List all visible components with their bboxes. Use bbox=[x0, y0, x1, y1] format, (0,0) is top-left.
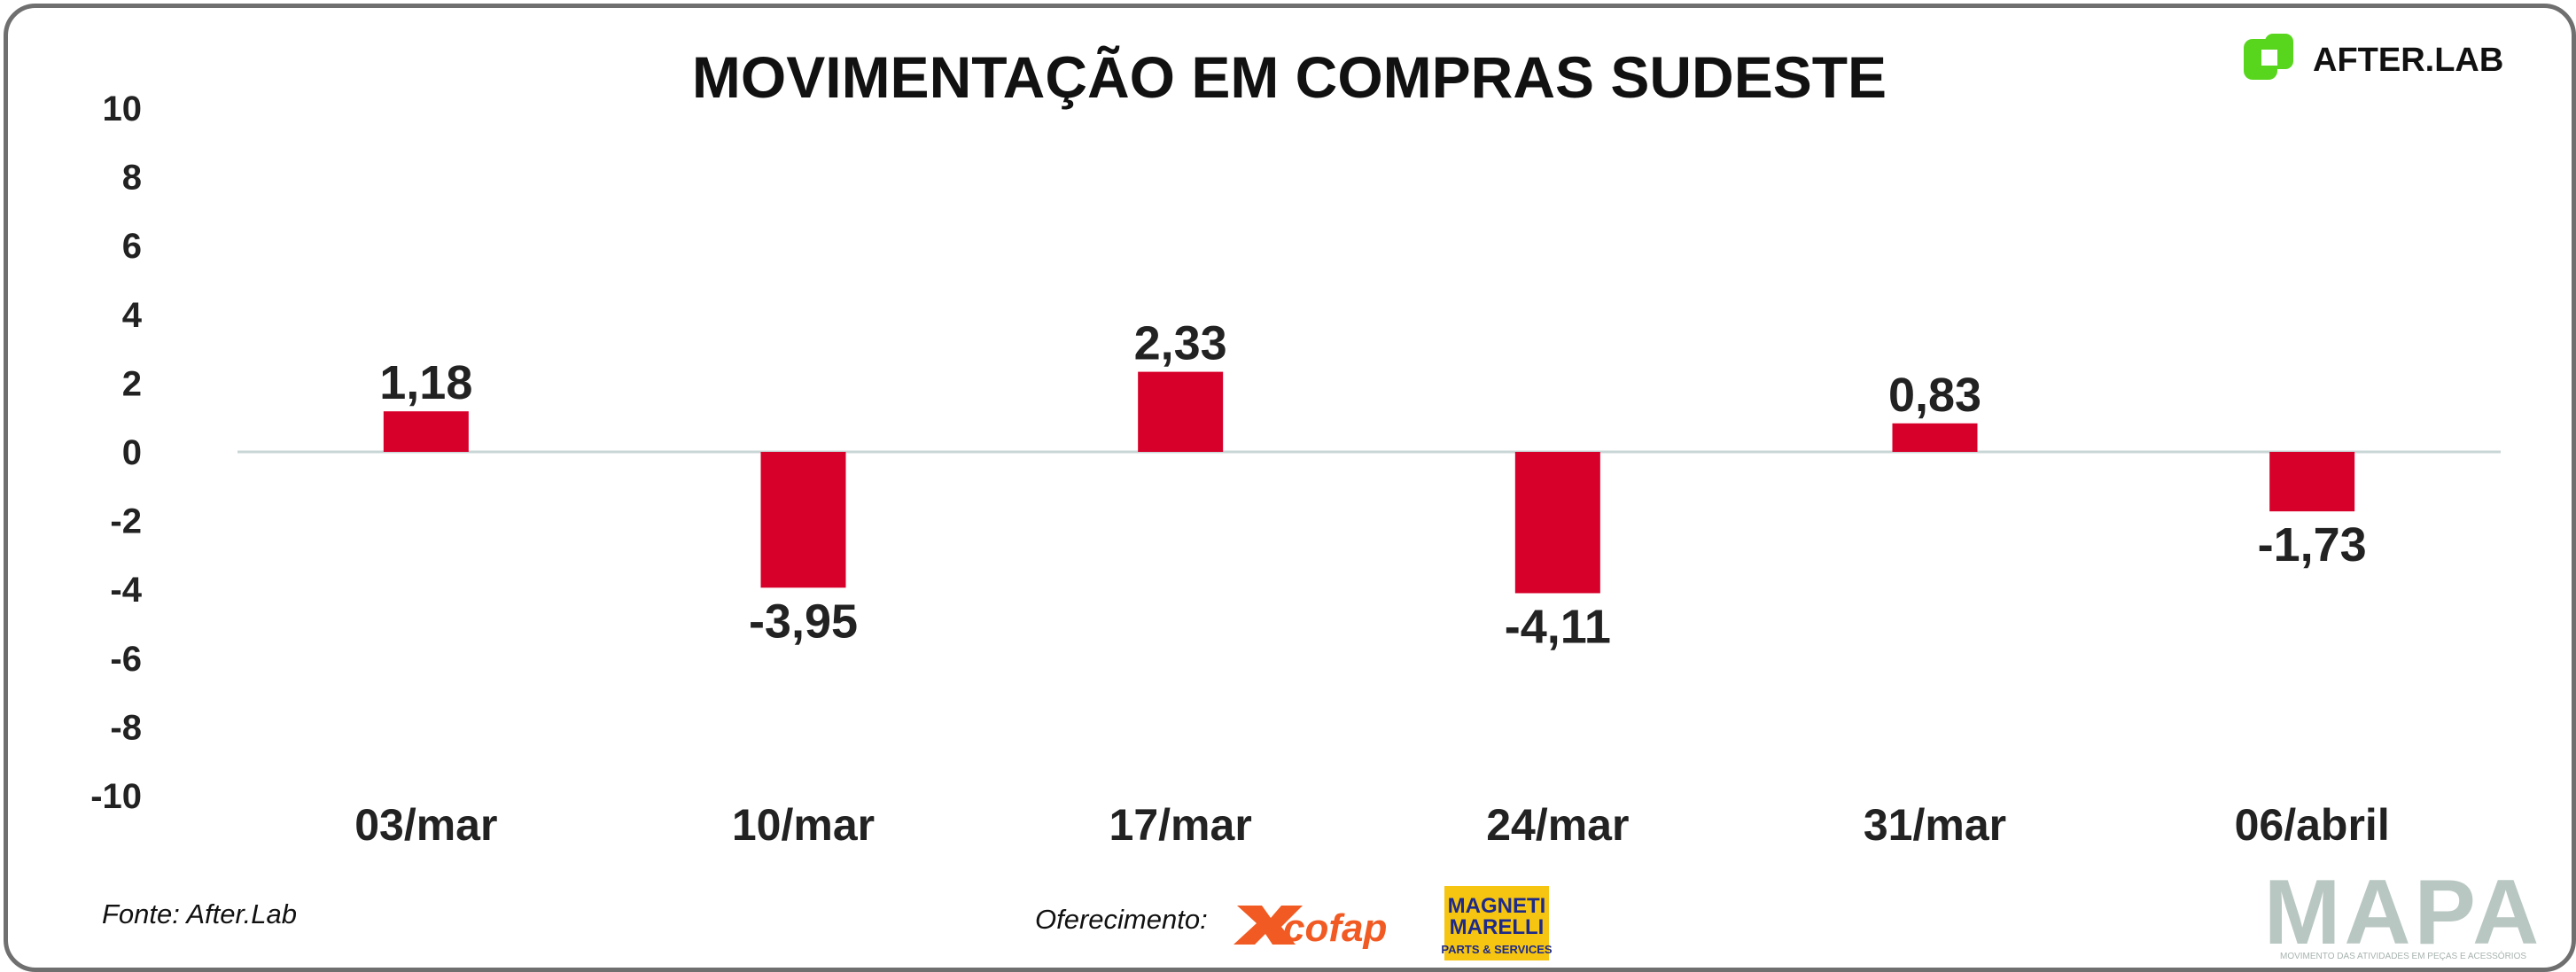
x-tick-label: 06/abril bbox=[2235, 800, 2390, 850]
magneti-marelli-badge bbox=[1444, 886, 1549, 960]
bar bbox=[2269, 452, 2355, 512]
x-tick-label: 03/mar bbox=[354, 800, 497, 850]
y-tick-label: 10 bbox=[103, 89, 143, 128]
source-note: Fonte: After.Lab bbox=[102, 898, 297, 929]
magneti-marelli-logo: MAGNETI MARELLI PARTS & SERVICES bbox=[1441, 886, 1553, 960]
afterlab-logo-text: AFTER.LAB bbox=[2313, 42, 2503, 79]
x-tick-label: 31/mar bbox=[1864, 800, 2006, 850]
y-tick-label: 0 bbox=[122, 433, 142, 472]
bar bbox=[383, 411, 469, 452]
data-label: 2,33 bbox=[1134, 317, 1227, 370]
bar bbox=[760, 452, 846, 588]
data-labels: 1,18 -3,95 2,33 -4,11 0,83 -1,73 bbox=[379, 317, 2366, 654]
data-label: 0,83 bbox=[1888, 369, 1981, 422]
mapa-logo-text: MAPA bbox=[2264, 861, 2543, 964]
data-label: -3,95 bbox=[749, 595, 858, 648]
y-tick-label: -2 bbox=[110, 502, 142, 541]
y-tick-label: -6 bbox=[110, 640, 142, 679]
x-axis: 03/mar 10/mar 17/mar 24/mar 31/mar 06/abril bbox=[354, 800, 2390, 850]
x-tick-label: 17/mar bbox=[1109, 800, 1252, 850]
y-tick-label: 2 bbox=[122, 364, 142, 403]
bars bbox=[383, 371, 2355, 594]
data-label: 1,18 bbox=[379, 356, 472, 409]
sponsor-label: Oferecimento: bbox=[1035, 904, 1208, 935]
chart-title: MOVIMENTAÇÃO EM COMPRAS SUDESTE bbox=[692, 44, 1887, 110]
y-tick-label: 8 bbox=[122, 159, 142, 198]
bar bbox=[1514, 452, 1600, 594]
mapa-tagline: MOVIMENTO DAS ATIVIDADES EM PEÇAS E ACES… bbox=[2280, 950, 2526, 961]
data-label: -4,11 bbox=[1505, 600, 1611, 653]
x-tick-label: 24/mar bbox=[1486, 800, 1629, 850]
y-tick-label: -4 bbox=[110, 571, 142, 610]
y-tick-label: -8 bbox=[110, 708, 142, 747]
y-tick-label: -10 bbox=[90, 777, 142, 816]
data-label: -1,73 bbox=[2258, 518, 2367, 572]
afterlab-logo-mark bbox=[2244, 34, 2293, 80]
y-tick-label: 4 bbox=[122, 296, 143, 335]
x-tick-label: 10/mar bbox=[732, 800, 875, 850]
y-tick-label: 6 bbox=[122, 227, 142, 266]
magneti-marelli-line2: MARELLI bbox=[1450, 915, 1545, 939]
cofap-logo-text: cofap bbox=[1283, 906, 1387, 950]
bar bbox=[1892, 423, 1978, 452]
bar bbox=[1138, 371, 1224, 452]
chart-frame bbox=[4, 4, 2576, 972]
cofap-logo-mark bbox=[1234, 906, 1303, 945]
afterlab-logo: AFTER.LAB bbox=[2244, 34, 2503, 80]
cofap-logo: cofap bbox=[1234, 906, 1387, 950]
y-axis: 10 8 6 4 2 0 -2 -4 -6 -8 -10 bbox=[90, 89, 143, 816]
magneti-marelli-line1: MAGNETI bbox=[1448, 894, 1546, 918]
magneti-marelli-line3: PARTS & SERVICES bbox=[1441, 943, 1553, 956]
mapa-logo: MAPA MOVIMENTO DAS ATIVIDADES EM PEÇAS E… bbox=[2264, 861, 2543, 964]
